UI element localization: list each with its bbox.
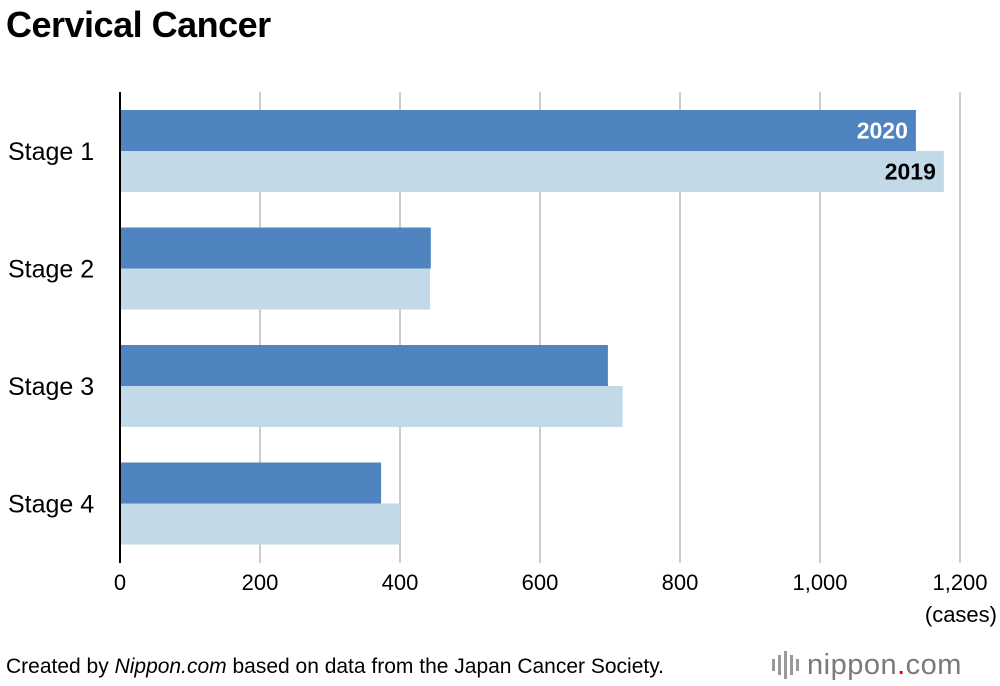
x-tick-label: 600 [522,570,559,595]
bar-2019-stage-3 [120,386,623,427]
bar-2020-stage-4 [120,462,382,504]
bar-2020-stage-1 [120,110,916,151]
bar-2020-stage-3 [120,345,608,386]
bar-2019-stage-2 [120,268,431,310]
x-axis-unit-label: (cases) [925,602,997,627]
category-label: Stage 3 [8,373,94,401]
nippon-logo: nippon.com [772,648,962,682]
x-tick-label: 0 [114,570,126,595]
bar-2019-stage-4 [120,503,400,545]
x-tick-label: 200 [242,570,279,595]
chart-title: Cervical Cancer [6,4,271,45]
series-label-2020: 2020 [857,118,908,144]
x-tick-label: 400 [382,570,419,595]
x-tick-label: 1,000 [792,570,847,595]
source-note: Created by Nippon.com based on data from… [6,655,664,679]
sound-wave-icon [772,651,799,679]
x-tick-label: 1,200 [932,570,987,595]
category-label: Stage 4 [8,491,94,519]
logo-text: nippon.com [807,648,962,681]
chart: 0 200 400 600 800 1,000 1,200 Stage 1 Stage 2 Sta… [8,92,997,627]
source-suffix: based on data from the Japan Cancer Soci… [226,655,664,678]
series-label-2019: 2019 [885,159,936,185]
bar-2019-stage-1 [120,151,944,192]
x-tick-label: 800 [662,570,699,595]
bar-2020-stage-2 [120,227,431,269]
category-label: Stage 2 [8,256,94,284]
source-prefix: Created by [6,655,115,678]
category-label: Stage 1 [8,138,94,166]
source-name: Nippon.com [114,655,227,678]
